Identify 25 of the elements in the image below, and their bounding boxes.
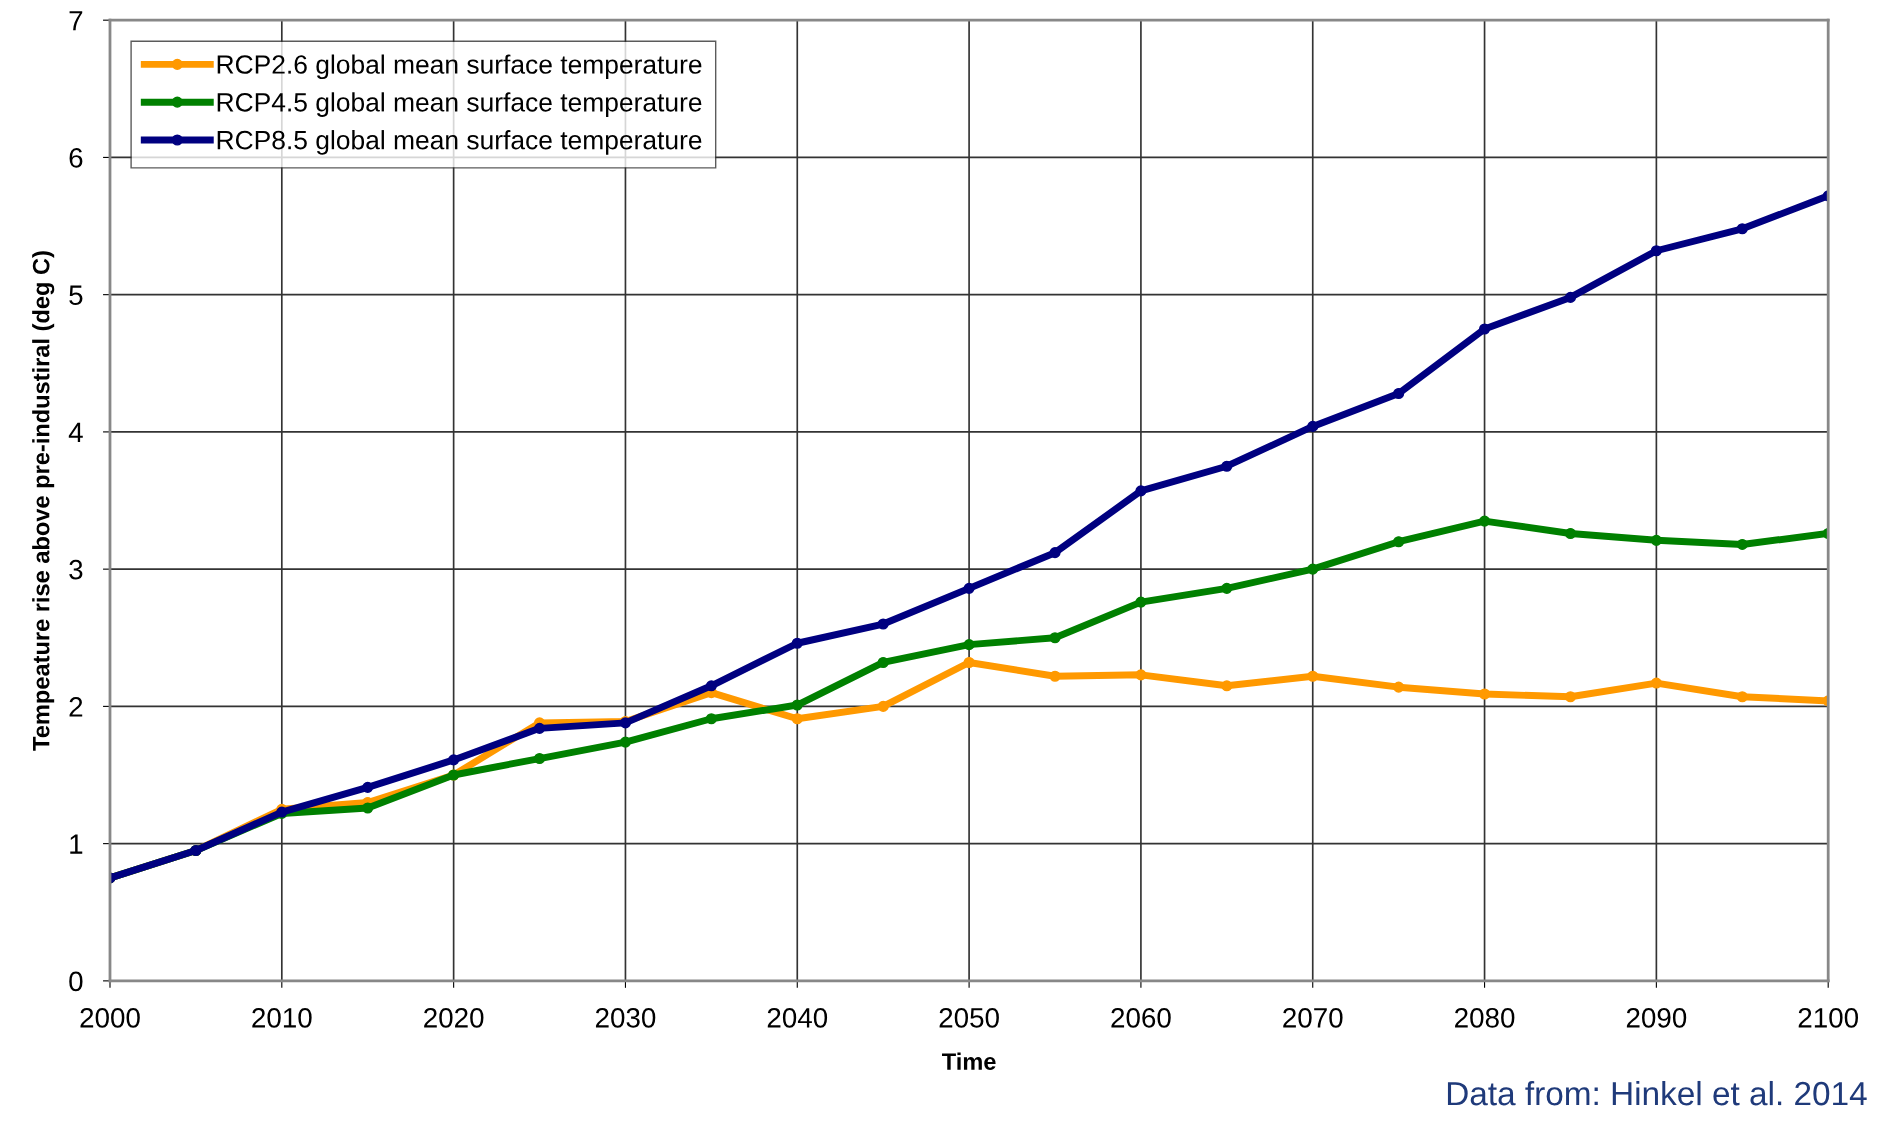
y-tick-label: 2 (69, 697, 83, 717)
x-tick-label: 2060 (1111, 1008, 1171, 1028)
text: Data from: Hinkel et al. 2014 (1447, 1080, 1867, 1106)
legend-label: RCP2.6 global mean surface temperature (217, 54, 702, 80)
x-tick-label: 2020 (424, 1008, 484, 1028)
x-tick-label: 2050 (939, 1008, 999, 1028)
x-tick-label: 2000 (80, 1008, 140, 1028)
x-axis-title: Time (942, 1052, 996, 1070)
y-tick-label: 5 (69, 285, 83, 305)
y-tick-label: 4 (68, 422, 83, 442)
x-tick-label: 2090 (1626, 1008, 1687, 1028)
y-tick-label: 3 (69, 559, 83, 580)
y-tick-label: 1 (70, 834, 83, 854)
x-tick-label: 2100 (1798, 1008, 1859, 1028)
x-tick-label: 2070 (1283, 1008, 1343, 1028)
legend-label: RCP8.5 global mean surface temperature (217, 130, 702, 155)
y-tick-label: 7 (69, 11, 83, 31)
y-axis-title: Tempeature rise above pre-industiral (deg C) (32, 251, 55, 751)
y-tick-label: 6 (69, 148, 83, 168)
x-tick-label: 2010 (252, 1008, 312, 1028)
x-tick-label: 2040 (767, 1008, 828, 1028)
x-tick-label: 2080 (1455, 1008, 1515, 1028)
x-tick-label: 2030 (595, 1008, 656, 1028)
y-tick-label: 0 (69, 971, 83, 992)
legend-label: RCP4.5 global mean surface temperature (217, 92, 702, 117)
